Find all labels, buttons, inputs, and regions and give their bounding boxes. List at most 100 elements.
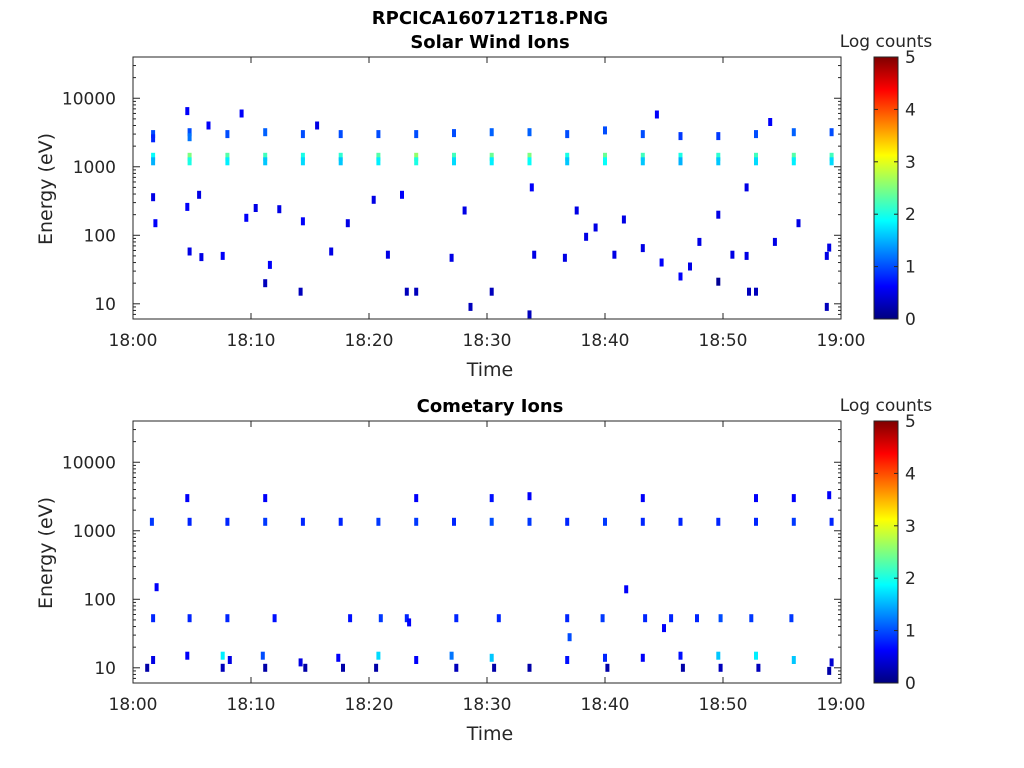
solar-wind-data-cell (829, 128, 834, 137)
cometary-data-cell (603, 653, 607, 662)
solar-wind-data-cell (716, 132, 721, 141)
solar-wind-data-cell (300, 152, 305, 161)
solar-wind-data-cell (824, 251, 829, 260)
cometary-data-cell (829, 517, 834, 526)
cometary-data-cell (695, 614, 699, 623)
solar-wind-data-cell (187, 157, 192, 166)
solar-wind-data-cell (640, 244, 645, 253)
cometary-data-cell (756, 663, 761, 672)
solar-wind-data-cell (678, 272, 683, 281)
cometary-data-cell (791, 494, 796, 503)
cometary-data-cell (680, 663, 685, 672)
cometary-data-cell (341, 663, 345, 672)
solar-wind-data-cell (829, 152, 834, 161)
solar-wind-data-cell (197, 190, 202, 199)
solar-wind-data-cell (716, 152, 721, 161)
solar-wind-data-cell (468, 302, 473, 311)
cometary-data-cell (754, 517, 758, 526)
cometary-data-cell (263, 517, 268, 526)
solar-wind-data-cell (747, 287, 751, 296)
cometary-data-cell (187, 614, 192, 623)
solar-wind-data-cell (824, 302, 829, 311)
cometary-data-cell (489, 494, 494, 503)
solar-wind-data-cell (796, 219, 801, 228)
solar-wind-data-cell (768, 118, 773, 126)
solar-wind-colorbar-tick-label: 5 (905, 48, 916, 68)
cometary-xtick-label: 18:10 (227, 695, 276, 715)
cometary-data-cell (336, 653, 341, 662)
cometary-data-cell (678, 517, 683, 526)
solar-wind-data-cell (754, 130, 758, 139)
cometary-data-cell (669, 614, 674, 623)
solar-wind-data-cell (532, 250, 537, 259)
solar-wind-colorbar-tick-label: 2 (905, 205, 916, 225)
solar-wind-data-cell (414, 287, 419, 296)
solar-wind-data-cell (791, 128, 796, 137)
solar-wind-data-cell (187, 152, 192, 161)
solar-wind-data-cell (187, 128, 192, 137)
solar-wind-data-cell (489, 128, 494, 137)
solar-wind-data-cell (153, 219, 158, 228)
solar-wind-data-cell (449, 253, 454, 262)
cometary-data-cell (220, 651, 225, 660)
solar-wind-data-cell (527, 310, 532, 319)
solar-wind-data-cell (827, 243, 832, 252)
cometary-xtick-label: 18:40 (581, 695, 630, 715)
cometary-colorbar-label: Log counts (840, 396, 933, 416)
cometary-data-cell (298, 658, 303, 667)
solar-wind-panel: Solar Wind Ions Log counts Time Energy (… (35, 32, 932, 381)
cometary-data-cell (791, 517, 796, 526)
solar-wind-xtick-label: 18:40 (581, 331, 630, 351)
cometary-ytick-label: 1000 (73, 522, 116, 542)
cometary-title: Cometary Ions (417, 396, 564, 417)
cometary-data-cell (414, 494, 419, 503)
cometary-data-cell (404, 614, 409, 623)
solar-wind-data-cell (791, 152, 796, 161)
solar-wind-data-cell (697, 237, 702, 246)
solar-wind-data-cell (371, 195, 376, 204)
solar-wind-data-cell (716, 277, 721, 286)
solar-wind-data-cell (640, 152, 645, 161)
cometary-data-cell (640, 517, 645, 526)
solar-wind-data-cell (376, 152, 381, 161)
solar-wind-data-cell (385, 250, 390, 259)
solar-wind-data-cell (452, 157, 456, 166)
solar-wind-xlabel: Time (466, 359, 514, 381)
solar-wind-data-cell (659, 258, 664, 267)
solar-wind-ytick-label: 100 (84, 226, 116, 246)
cometary-data-cell (151, 656, 156, 664)
solar-wind-ytick-label: 10 (94, 295, 116, 315)
cometary-data-cell (187, 517, 192, 526)
solar-wind-data-cell (151, 157, 156, 166)
cometary-panel: Cometary Ions Log counts Time Energy (eV… (35, 396, 932, 745)
solar-wind-data-cell (716, 210, 721, 219)
solar-wind-data-cell (253, 204, 258, 212)
cometary-data-cell (225, 614, 230, 623)
cometary-colorbar-tick-label: 1 (905, 622, 916, 642)
cometary-data-cell (145, 663, 150, 672)
solar-wind-data-cell (754, 287, 758, 296)
solar-wind-data-cell (345, 219, 350, 228)
solar-wind-ytick-label: 10000 (62, 89, 116, 109)
solar-wind-data-cell (452, 152, 456, 161)
cometary-data-cell (263, 494, 268, 503)
cometary-data-cell (567, 633, 572, 642)
solar-wind-data-cell (529, 183, 534, 192)
solar-wind-data-cell (225, 130, 230, 139)
cometary-data-cell (716, 651, 721, 660)
cometary-data-cell (151, 614, 156, 623)
solar-wind-data-cell (263, 152, 268, 161)
solar-wind-data-cell (565, 157, 570, 166)
solar-wind-data-cell (300, 217, 305, 226)
solar-wind-data-cell (414, 152, 419, 161)
cometary-xtick-label: 19:00 (817, 695, 866, 715)
solar-wind-data-cell (151, 193, 156, 202)
cometary-data-cell (376, 517, 381, 526)
solar-wind-data-cell (220, 251, 225, 260)
solar-wind-data-cell (584, 232, 589, 241)
cometary-data-cell (600, 614, 605, 623)
cometary-data-cell (263, 663, 268, 672)
solar-wind-data-cell (678, 157, 683, 166)
solar-wind-data-cell (640, 130, 645, 139)
cometary-data-cell (603, 517, 607, 526)
